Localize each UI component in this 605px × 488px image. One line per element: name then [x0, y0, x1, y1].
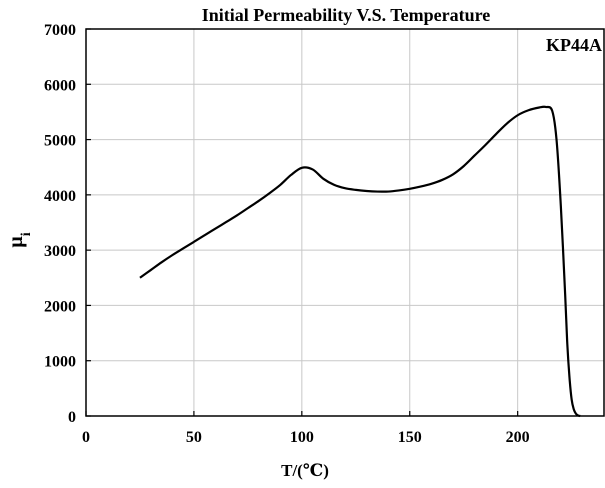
- y-tick-label: 4000: [44, 188, 76, 205]
- y-tick-label: 5000: [44, 133, 76, 150]
- x-tick-label: 150: [398, 429, 422, 446]
- y-tick-label: 3000: [44, 243, 76, 260]
- permeability-curve: [139, 105, 581, 418]
- x-tick-label: 50: [186, 429, 202, 446]
- y-tick-label: 0: [68, 409, 76, 426]
- x-axis-ticks: 0 50 100 150 200: [82, 411, 530, 446]
- y-tick-label: 2000: [44, 298, 76, 315]
- plot-area-frame: [85, 28, 605, 417]
- y-axis-label-subscript: i: [19, 232, 34, 236]
- chart-title: Initial Permeability V.S. Temperature: [202, 5, 491, 25]
- y-axis-label-main: μ: [5, 236, 27, 248]
- y-tick-label: 6000: [44, 77, 76, 94]
- series-layer: [139, 105, 581, 418]
- x-tick-label: 100: [290, 429, 314, 446]
- y-axis-ticks: 0 1000 2000 3000 4000 5000 6000 7000: [44, 22, 91, 426]
- y-tick-label: 1000: [44, 354, 76, 371]
- grid: [86, 29, 604, 416]
- series-annotation-label: KP44A: [546, 35, 602, 55]
- y-tick-label: 7000: [44, 22, 76, 39]
- y-axis-label: μi: [5, 232, 34, 247]
- x-tick-label: 0: [82, 429, 90, 446]
- x-axis-label: T/(℃): [281, 461, 329, 480]
- x-tick-label: 200: [506, 429, 530, 446]
